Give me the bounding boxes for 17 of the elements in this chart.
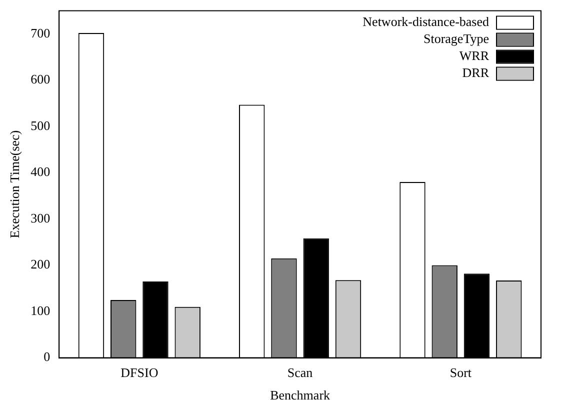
legend-label: Network-distance-based xyxy=(362,14,490,30)
x-tick-label: Sort xyxy=(450,365,472,380)
y-axis-title: Execution Time(sec) xyxy=(7,130,22,238)
y-tick-label: 600 xyxy=(30,72,50,87)
y-tick-label: 500 xyxy=(30,118,50,133)
x-tick-label: Scan xyxy=(287,365,314,380)
legend-label: StorageType xyxy=(423,31,490,46)
y-tick-label: 300 xyxy=(30,210,50,226)
legend-label: WRR xyxy=(459,48,490,64)
y-tick-label: 200 xyxy=(30,256,50,272)
x-axis-title: Benchmark xyxy=(270,388,331,403)
y-tick-label: 0 xyxy=(44,349,50,364)
x-tick-label: DFSIO xyxy=(120,365,158,380)
y-tick-label: 400 xyxy=(30,164,50,180)
y-tick-label: 700 xyxy=(30,25,50,40)
legend-label: DRR xyxy=(462,65,490,80)
y-tick-label: 100 xyxy=(30,302,50,318)
